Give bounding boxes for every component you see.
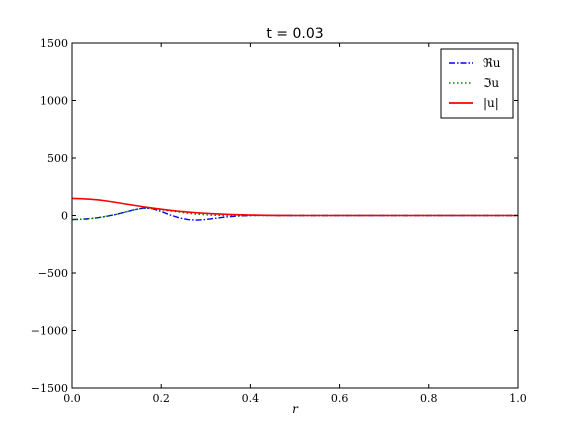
x-tick-label: 0.0 <box>63 392 81 405</box>
y-tick-label: 1500 <box>40 37 68 50</box>
y-tick-label: 1000 <box>40 95 68 108</box>
legend-label-1: ℜu <box>483 56 501 70</box>
y-tick-label: −1000 <box>31 325 68 338</box>
x-axis-label: r <box>292 402 299 416</box>
legend: ℜu ℑu |u| <box>440 48 514 119</box>
x-tick-label: 0.2 <box>152 392 170 405</box>
y-tick-label: −500 <box>38 267 68 280</box>
x-tick-label: 0.4 <box>242 392 260 405</box>
legend-label-3: |u| <box>483 96 499 110</box>
x-tick-label: 1.0 <box>509 392 527 405</box>
y-tick-label: 0 <box>61 210 68 223</box>
series-line-3 <box>72 197 518 217</box>
x-tick-label: 0.6 <box>331 392 349 405</box>
y-tick-label: −1500 <box>31 382 68 395</box>
ticks-layer: 0.0 0.2 0.4 0.6 0.8 1.0 −1500 −1000 −500 0 500 1000… <box>31 37 527 405</box>
legend-box <box>440 48 514 119</box>
series-line-2 <box>72 207 518 221</box>
series-layer <box>72 197 518 221</box>
x-tick-label: 0.8 <box>420 392 438 405</box>
series-line-1 <box>72 207 518 221</box>
chart-title: t = 0.03 <box>266 26 323 42</box>
legend-label-2: ℑu <box>483 76 499 90</box>
y-tick-label: 500 <box>47 152 68 165</box>
